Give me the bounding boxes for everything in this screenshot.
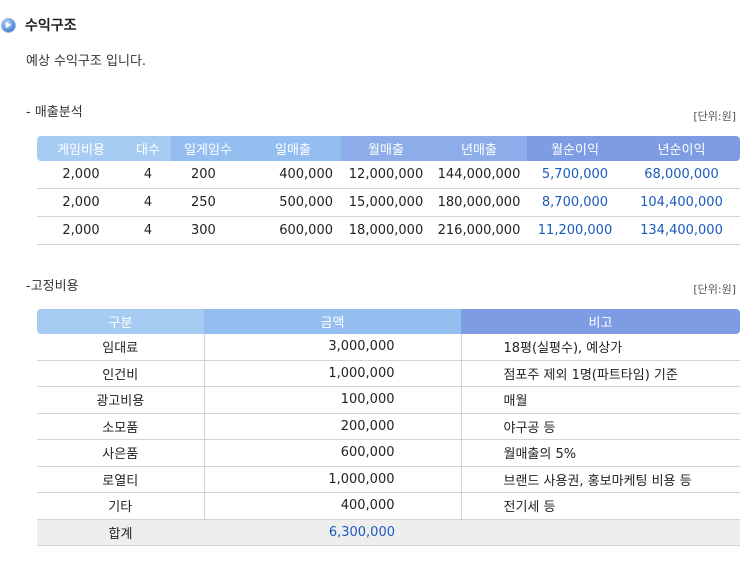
fixed-cost-unit-label: [단위:원] [693, 283, 736, 296]
cell: 68,000,000 [623, 161, 740, 189]
bullet-arrow-icon [2, 18, 15, 32]
cell: 야구공 등 [461, 413, 740, 440]
table-row: 사은품 600,000 월매출의 5% [37, 439, 740, 467]
cell: 5,700,000 [527, 161, 623, 189]
total-note [461, 519, 740, 546]
total-row: 합계 6,300,000 [37, 519, 740, 546]
header-monthly-profit: 월순이익 [527, 136, 623, 161]
cell: 브랜드 사용권, 홍보마케팅 비용 등 [461, 466, 740, 493]
cell: 11,200,000 [527, 216, 623, 245]
cell: 180,000,000 [431, 188, 527, 217]
header-units: 대수 [125, 136, 171, 161]
cell: 15,000,000 [341, 188, 431, 217]
cell: 1,000,000 [204, 466, 462, 493]
cell: 기타 [37, 492, 205, 520]
cell: 전기세 등 [461, 492, 740, 520]
cell: 8,700,000 [527, 188, 623, 217]
fixed-cost-section-title: -고정비용 [26, 279, 79, 294]
page-description: 예상 수익구조 입니다. [26, 54, 147, 69]
total-label: 합계 [37, 519, 204, 546]
cell: 400,000 [204, 492, 462, 520]
cell: 18평(실평수), 예상가 [461, 334, 740, 361]
cell: 4 [125, 161, 171, 189]
cell: 600,000 [204, 439, 462, 467]
page-header: 수익구조 [0, 14, 77, 36]
cell: 400,000 [245, 161, 341, 189]
header-yearly-profit: 년순이익 [623, 136, 740, 161]
cell: 134,400,000 [623, 216, 740, 245]
cell: 3,000,000 [204, 334, 462, 361]
header-category: 구분 [37, 309, 204, 334]
table-row: 2,000 4 300 600,000 18,000,000 216,000,0… [37, 216, 740, 245]
cell: 사은품 [37, 439, 205, 467]
cell: 600,000 [245, 216, 341, 245]
table-row: 소모품 200,000 야구공 등 [37, 413, 740, 440]
table-row: 기타 400,000 전기세 등 [37, 492, 740, 520]
header-daily-games: 일게임수 [171, 136, 245, 161]
total-amount: 6,300,000 [204, 519, 461, 546]
table-row: 로열티 1,000,000 브랜드 사용권, 홍보마케팅 비용 등 [37, 466, 740, 493]
header-monthly-sales: 월매출 [341, 136, 431, 161]
cell: 인건비 [37, 360, 205, 387]
page-title: 수익구조 [25, 18, 77, 34]
sales-analysis-table: 게임비용 대수 일게임수 일매출 월매출 년매출 월순이익 년순이익 2,000… [37, 136, 740, 245]
cell: 점포주 제외 1명(파트타임) 기준 [461, 360, 740, 387]
cell: 4 [125, 216, 171, 245]
cell: 300 [171, 216, 245, 245]
header-daily-sales: 일매출 [245, 136, 341, 161]
cell: 100,000 [204, 386, 462, 414]
cell: 2,000 [37, 161, 125, 189]
cell: 200,000 [204, 413, 462, 440]
sales-section-title: - 매출분석 [26, 105, 83, 120]
cell: 4 [125, 188, 171, 217]
cell: 임대료 [37, 334, 205, 361]
table-row: 2,000 4 250 500,000 15,000,000 180,000,0… [37, 188, 740, 217]
table-row: 2,000 4 200 400,000 12,000,000 144,000,0… [37, 161, 740, 189]
table-row: 광고비용 100,000 매월 [37, 386, 740, 414]
cell: 로열티 [37, 466, 205, 493]
cell: 소모품 [37, 413, 205, 440]
sales-unit-label: [단위:원] [693, 110, 736, 123]
header-amount: 금액 [204, 309, 461, 334]
cell: 18,000,000 [341, 216, 431, 245]
cell: 216,000,000 [431, 216, 527, 245]
table-header-row: 구분 금액 비고 [37, 309, 740, 334]
cell: 200 [171, 161, 245, 189]
header-yearly-sales: 년매출 [431, 136, 527, 161]
fixed-cost-table: 구분 금액 비고 임대료 3,000,000 18평(실평수), 예상가 인건비… [37, 309, 740, 546]
table-row: 인건비 1,000,000 점포주 제외 1명(파트타임) 기준 [37, 360, 740, 387]
cell: 12,000,000 [341, 161, 431, 189]
table-row: 임대료 3,000,000 18평(실평수), 예상가 [37, 334, 740, 361]
cell: 2,000 [37, 188, 125, 217]
header-note: 비고 [461, 309, 740, 334]
cell: 250 [171, 188, 245, 217]
cell: 매월 [461, 386, 740, 414]
cell: 500,000 [245, 188, 341, 217]
cell: 1,000,000 [204, 360, 462, 387]
cell: 2,000 [37, 216, 125, 245]
cell: 144,000,000 [431, 161, 527, 189]
table-header-row: 게임비용 대수 일게임수 일매출 월매출 년매출 월순이익 년순이익 [37, 136, 740, 161]
cell: 월매출의 5% [461, 439, 740, 467]
header-game-cost: 게임비용 [37, 136, 125, 161]
cell: 광고비용 [37, 386, 205, 414]
cell: 104,400,000 [623, 188, 740, 217]
